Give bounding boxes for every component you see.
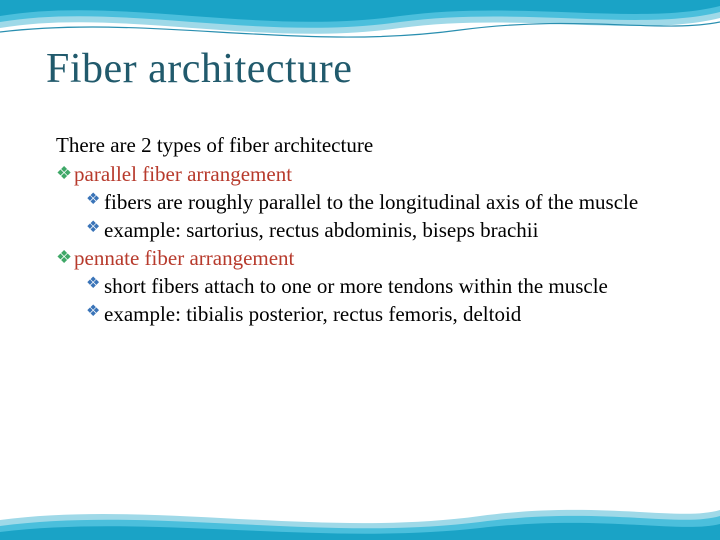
list-subitem: ❖ short fibers attach to one or more ten… xyxy=(86,273,680,299)
diamond-bullet-icon: ❖ xyxy=(56,246,74,269)
diamond-bullet-icon: ❖ xyxy=(86,301,104,323)
list-item-label: parallel fiber arrangement xyxy=(74,162,680,187)
list-subitem-text: example: sartorius, rectus abdominis, bi… xyxy=(104,217,680,243)
list-item: ❖ parallel fiber arrangement xyxy=(56,162,680,187)
diamond-bullet-icon: ❖ xyxy=(86,217,104,239)
diamond-bullet-icon: ❖ xyxy=(56,162,74,185)
list-subitem: ❖ example: tibialis posterior, rectus fe… xyxy=(86,301,680,327)
slide-content: Fiber architecture There are 2 types of … xyxy=(46,45,680,329)
decor-wave-bottom xyxy=(0,490,720,540)
diamond-bullet-icon: ❖ xyxy=(86,273,104,295)
list-subitem-text: fibers are roughly parallel to the longi… xyxy=(104,189,680,215)
intro-text: There are 2 types of fiber architecture xyxy=(56,133,680,158)
list-subitem-text: short fibers attach to one or more tendo… xyxy=(104,273,680,299)
slide-title: Fiber architecture xyxy=(46,45,680,93)
list-subitem: ❖ example: sartorius, rectus abdominis, … xyxy=(86,217,680,243)
diamond-bullet-icon: ❖ xyxy=(86,189,104,211)
list-subitem-text: example: tibialis posterior, rectus femo… xyxy=(104,301,680,327)
list-item-label: pennate fiber arrangement xyxy=(74,246,680,271)
list-item: ❖ pennate fiber arrangement xyxy=(56,246,680,271)
list-subitem: ❖ fibers are roughly parallel to the lon… xyxy=(86,189,680,215)
